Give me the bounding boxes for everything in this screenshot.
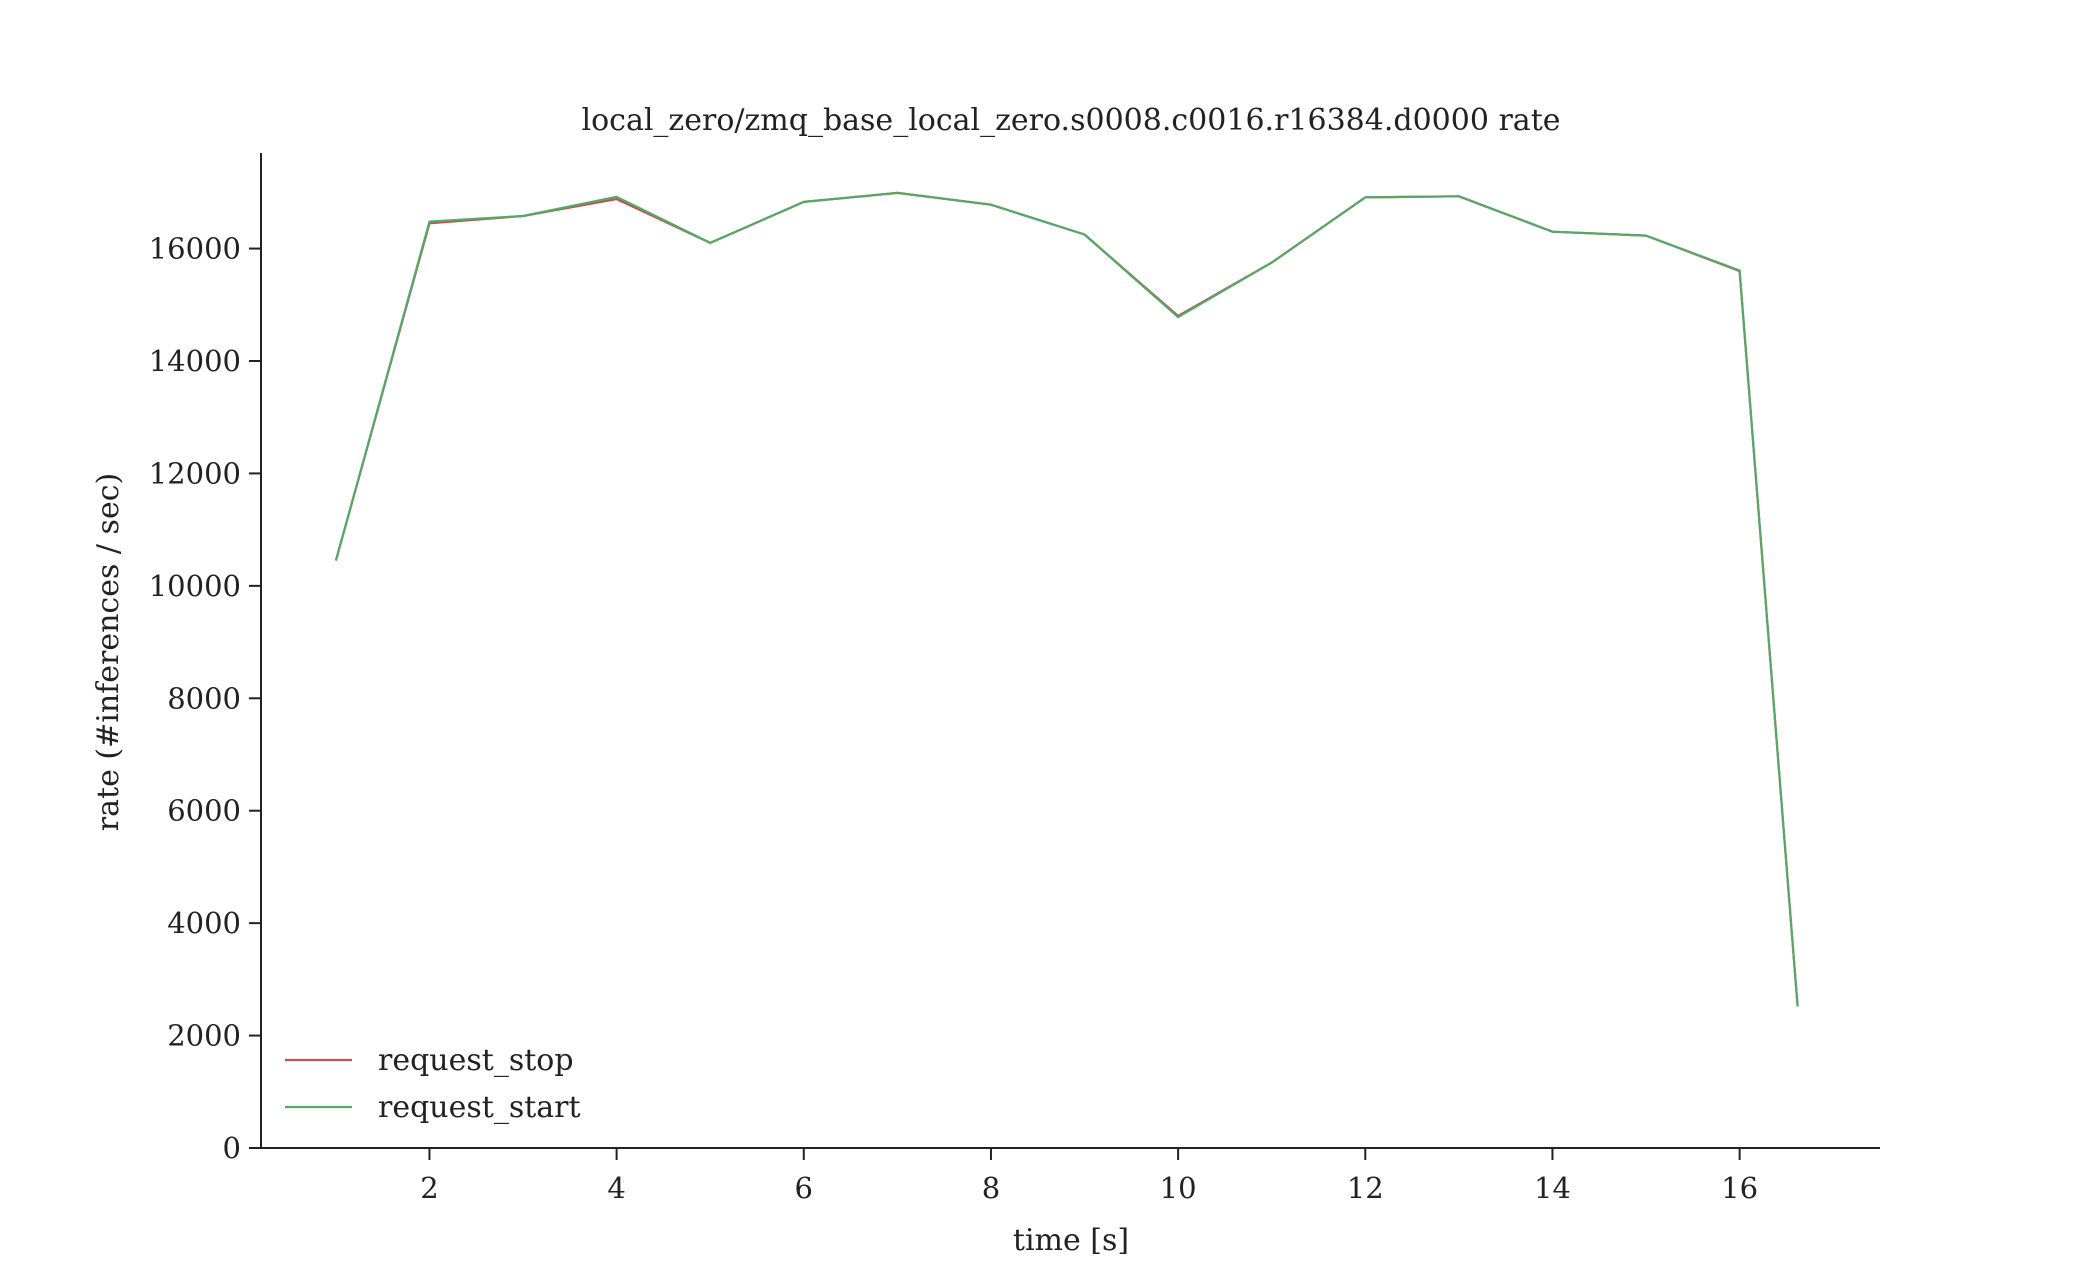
x-tick-label: 8: [982, 1171, 1000, 1205]
legend-label-request-stop: request_stop: [378, 1043, 574, 1078]
x-tick-label: 4: [607, 1171, 625, 1205]
y-tick-label: 2000: [167, 1019, 241, 1053]
chart-title: local_zero/zmq_base_local_zero.s0008.c00…: [581, 103, 1560, 138]
axes: [260, 153, 1880, 1149]
y-tick-label: 8000: [167, 681, 241, 715]
legend: request_stop request_start: [285, 1043, 581, 1125]
y-tick-label: 12000: [149, 456, 241, 490]
y-axis-ticks: 0 2000 4000 6000 8000 10000 12000 14000 16000: [149, 232, 261, 1165]
x-tick-label: 2: [420, 1171, 438, 1205]
x-tick-label: 16: [1721, 1171, 1758, 1205]
series-lines: [334, 191, 1799, 1007]
y-tick-label: 16000: [149, 232, 241, 266]
y-tick-label: 6000: [167, 794, 241, 828]
y-tick-label: 0: [223, 1131, 241, 1165]
x-tick-label: 6: [795, 1171, 813, 1205]
y-tick-label: 10000: [149, 569, 241, 603]
x-axis-title: time [s]: [1013, 1223, 1129, 1258]
y-tick-label: 4000: [167, 906, 241, 940]
y-axis-title: rate (#inferences / sec): [91, 473, 126, 831]
series-line-request-stop: [334, 191, 1799, 1007]
x-tick-label: 10: [1160, 1171, 1197, 1205]
y-tick-label: 14000: [149, 344, 241, 378]
legend-label-request-start: request_start: [378, 1090, 581, 1125]
x-tick-label: 12: [1347, 1171, 1384, 1205]
x-tick-label: 14: [1534, 1171, 1571, 1205]
x-axis-ticks: 2 4 6 8 10 12 14 16: [420, 1148, 1758, 1205]
series-line-request-start: [334, 191, 1799, 1007]
